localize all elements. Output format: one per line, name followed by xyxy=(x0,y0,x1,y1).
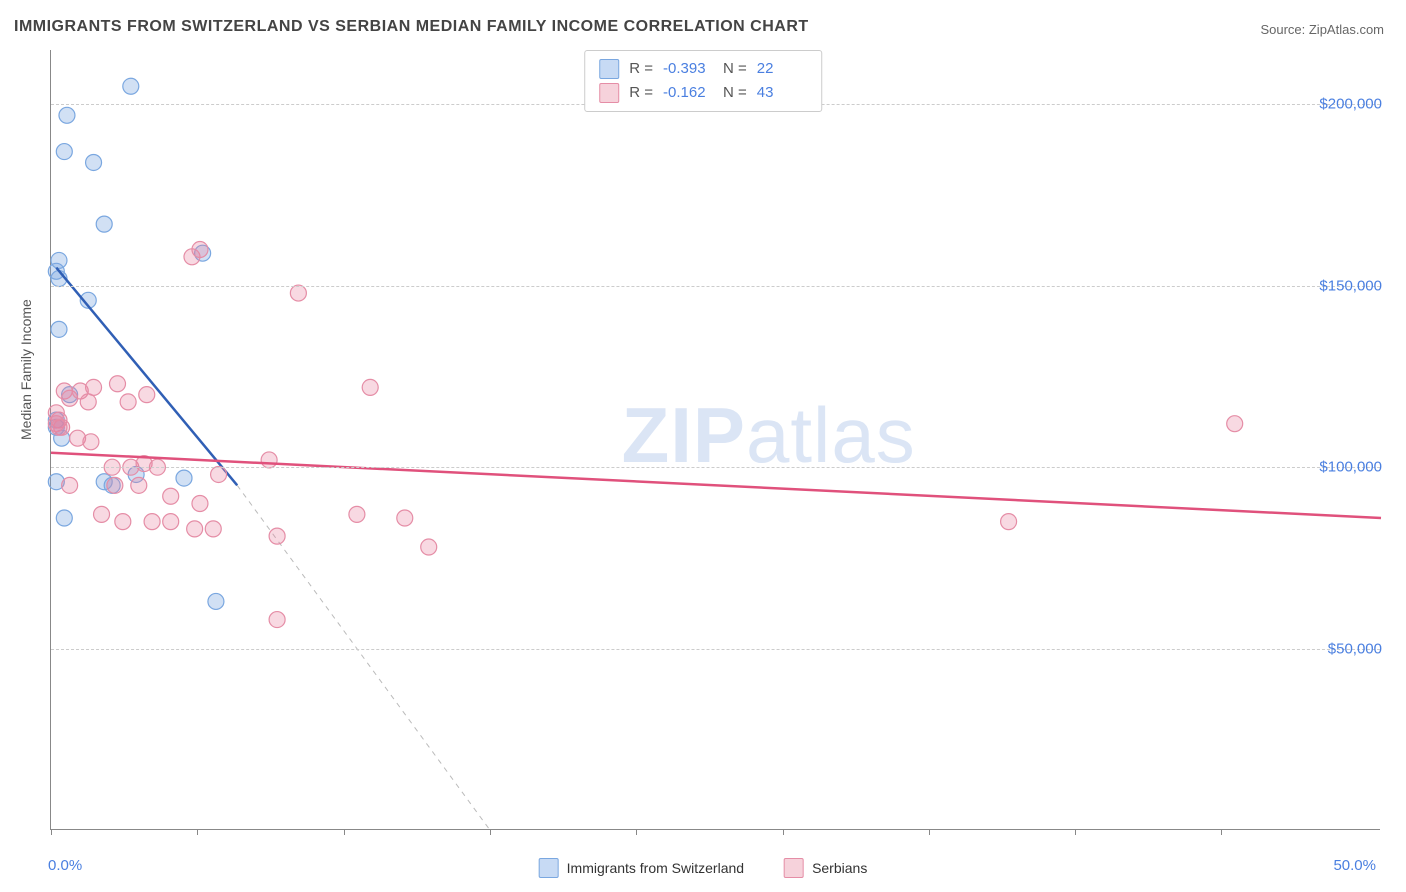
correlation-legend: R = -0.393 N = 22 R = -0.162 N = 43 xyxy=(584,50,822,112)
legend-item: Serbians xyxy=(784,858,867,878)
n-label: N = xyxy=(723,81,747,105)
legend-label: Serbians xyxy=(812,860,867,876)
legend-swatch xyxy=(539,858,559,878)
data-point xyxy=(110,376,126,392)
data-point xyxy=(115,514,131,530)
data-point xyxy=(56,144,72,160)
legend-item: Immigrants from Switzerland xyxy=(539,858,744,878)
n-value: 22 xyxy=(757,57,807,81)
data-point xyxy=(211,466,227,482)
series-legend: Immigrants from Switzerland Serbians xyxy=(539,858,868,878)
trend-line xyxy=(56,268,237,486)
data-point xyxy=(96,216,112,232)
source-label: Source: ZipAtlas.com xyxy=(1260,22,1384,37)
data-point xyxy=(187,521,203,537)
data-point xyxy=(397,510,413,526)
data-point xyxy=(86,154,102,170)
n-value: 43 xyxy=(757,81,807,105)
data-point xyxy=(94,506,110,522)
correlation-legend-row: R = -0.162 N = 43 xyxy=(599,81,807,105)
data-point xyxy=(123,78,139,94)
data-point xyxy=(1227,416,1243,432)
data-point xyxy=(362,379,378,395)
data-point xyxy=(83,434,99,450)
x-tick xyxy=(51,829,52,835)
data-point xyxy=(192,495,208,511)
data-point xyxy=(269,612,285,628)
x-tick xyxy=(490,829,491,835)
trend-line xyxy=(51,453,1381,518)
gridline xyxy=(51,467,1380,468)
data-point xyxy=(51,419,67,435)
data-point xyxy=(131,477,147,493)
x-tick xyxy=(783,829,784,835)
x-tick xyxy=(344,829,345,835)
y-tick-label: $100,000 xyxy=(1319,459,1382,476)
data-point xyxy=(192,242,208,258)
data-point xyxy=(349,506,365,522)
gridline xyxy=(51,286,1380,287)
r-label: R = xyxy=(629,57,653,81)
data-point xyxy=(1001,514,1017,530)
data-point xyxy=(421,539,437,555)
y-tick-label: $200,000 xyxy=(1319,96,1382,113)
data-point xyxy=(107,477,123,493)
x-tick xyxy=(1221,829,1222,835)
data-point xyxy=(139,387,155,403)
data-point xyxy=(48,405,64,421)
data-point xyxy=(163,488,179,504)
data-point xyxy=(208,593,224,609)
data-point xyxy=(163,514,179,530)
x-tick xyxy=(929,829,930,835)
data-point xyxy=(51,321,67,337)
r-value: -0.162 xyxy=(663,81,713,105)
chart-title: IMMIGRANTS FROM SWITZERLAND VS SERBIAN M… xyxy=(14,18,809,36)
data-point xyxy=(290,285,306,301)
legend-label: Immigrants from Switzerland xyxy=(567,860,744,876)
data-point xyxy=(176,470,192,486)
y-tick-label: $50,000 xyxy=(1328,640,1382,657)
chart-plot-area: ZIPatlas xyxy=(50,50,1380,830)
x-tick xyxy=(197,829,198,835)
x-axis-max-label: 50.0% xyxy=(1333,857,1376,874)
data-point xyxy=(56,510,72,526)
legend-swatch xyxy=(599,83,619,103)
legend-swatch xyxy=(599,59,619,79)
x-tick xyxy=(1075,829,1076,835)
data-point xyxy=(59,107,75,123)
r-value: -0.393 xyxy=(663,57,713,81)
data-point xyxy=(269,528,285,544)
legend-swatch xyxy=(784,858,804,878)
n-label: N = xyxy=(723,57,747,81)
r-label: R = xyxy=(629,81,653,105)
y-tick-label: $150,000 xyxy=(1319,277,1382,294)
data-point xyxy=(62,477,78,493)
correlation-legend-row: R = -0.393 N = 22 xyxy=(599,57,807,81)
scatter-svg xyxy=(51,50,1380,829)
data-point xyxy=(261,452,277,468)
data-point xyxy=(80,394,96,410)
data-point xyxy=(144,514,160,530)
y-axis-label: Median Family Income xyxy=(18,299,34,440)
gridline xyxy=(51,649,1380,650)
data-point xyxy=(51,252,67,268)
data-point xyxy=(205,521,221,537)
x-tick xyxy=(636,829,637,835)
data-point xyxy=(120,394,136,410)
data-point xyxy=(86,379,102,395)
x-axis-min-label: 0.0% xyxy=(48,857,82,874)
